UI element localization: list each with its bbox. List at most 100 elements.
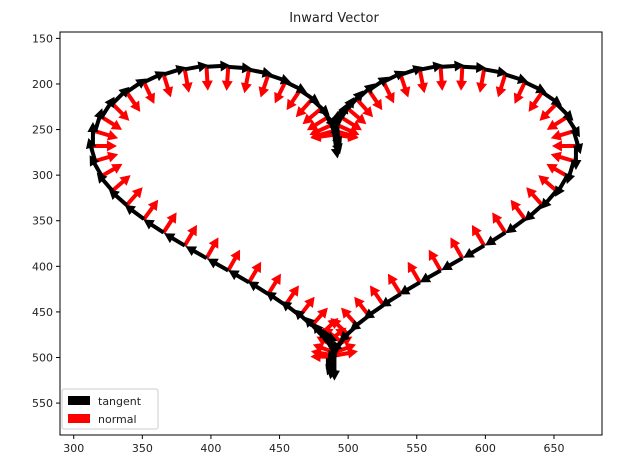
- tangent-arrow: [483, 66, 508, 78]
- legend: tangent normal: [61, 388, 159, 430]
- tangent-arrow: [184, 61, 209, 73]
- y-tick-label: 250: [32, 124, 53, 137]
- tangent-arrow: [485, 230, 507, 246]
- tangent-arrow: [124, 204, 146, 221]
- tangent-arrow: [328, 356, 340, 381]
- normal-arrow: [513, 81, 527, 104]
- normal-arrow: [354, 296, 371, 317]
- tangent-arrow: [571, 130, 584, 155]
- normal-arrow: [367, 89, 383, 111]
- normal-arrow: [495, 73, 508, 98]
- normal-arrow: [387, 273, 403, 296]
- normal-arrow: [100, 115, 123, 130]
- tangent-arrow: [382, 70, 406, 84]
- normal-arrow: [456, 66, 468, 91]
- axes: 300 350 400 450 500 550 600 650 150 200 250 300 350 4…: [32, 31, 603, 455]
- normal-arrow: [258, 74, 271, 98]
- y-tick-label: 300: [32, 169, 53, 182]
- tangent-arrow: [248, 67, 273, 78]
- x-tick-label: 300: [63, 442, 84, 455]
- normal-arrow: [226, 249, 241, 272]
- y-tick-label: 550: [32, 397, 53, 410]
- normal-arrow: [125, 187, 143, 207]
- tangent-arrow: [96, 172, 114, 193]
- normal-arrow: [94, 129, 119, 141]
- normal-arrow: [550, 129, 575, 141]
- y-tick-label: 350: [32, 215, 53, 228]
- normal-arrow: [310, 131, 335, 143]
- normal-arrow: [528, 90, 544, 112]
- x-tick-label: 500: [338, 442, 359, 455]
- tangent-arrow: [143, 71, 166, 85]
- normal-arrow: [417, 69, 428, 94]
- legend-swatch-normal: [68, 414, 90, 423]
- tangent-arrow: [228, 270, 251, 285]
- normal-arrow: [295, 98, 314, 118]
- normal-arrow: [310, 351, 335, 363]
- tangent-arrow: [207, 258, 230, 273]
- tangent-arrow: [541, 90, 562, 106]
- tangent-arrow: [363, 303, 385, 319]
- normal-arrow: [161, 73, 174, 98]
- tangent-arrow: [247, 281, 270, 296]
- y-tick-label: 200: [32, 78, 53, 91]
- tangent-arrow: [265, 291, 287, 307]
- normal-arrow: [346, 107, 367, 125]
- normal-arrow: [110, 102, 130, 121]
- normal-arrow: [181, 68, 193, 93]
- tangent-arrow: [267, 72, 292, 85]
- normal-arrow: [538, 175, 558, 193]
- tangent-arrow: [524, 203, 544, 222]
- normal-arrow: [94, 151, 119, 163]
- tangent-arrow: [228, 62, 253, 74]
- tangent-arrow: [206, 60, 231, 72]
- normal-arrow: [201, 66, 213, 91]
- normal-arrow: [111, 175, 131, 193]
- tangent-arrow: [463, 243, 486, 258]
- normal-arrow: [546, 115, 569, 130]
- normal-arrow: [398, 74, 411, 98]
- axes-frame: [59, 31, 603, 436]
- normal-arrow: [510, 199, 527, 221]
- plot-content: [85, 60, 584, 381]
- tangent-arrow: [462, 62, 487, 74]
- x-tick-label: 350: [132, 442, 153, 455]
- tangent-arrow: [399, 65, 424, 77]
- normal-arrow: [471, 224, 486, 247]
- chart-title: Inward Vector: [289, 11, 379, 26]
- normal-arrow: [551, 140, 576, 152]
- x-tick-label: 400: [200, 442, 221, 455]
- normal-arrow: [240, 69, 252, 94]
- normal-arrow: [333, 347, 358, 359]
- normal-arrow: [266, 273, 281, 296]
- legend-label-normal: normal: [98, 413, 137, 426]
- y-tick-label: 400: [32, 260, 53, 273]
- normal-arrow: [381, 80, 395, 104]
- normal-arrow: [407, 261, 422, 284]
- tangent-arrow: [100, 96, 115, 119]
- normal-arrow: [336, 123, 360, 136]
- normal-arrow: [221, 66, 233, 91]
- tangent-arrow: [540, 189, 558, 209]
- normal-arrow: [204, 237, 219, 260]
- normal-arrow: [310, 307, 328, 327]
- normal-arrow: [476, 68, 488, 93]
- x-tick-label: 550: [406, 442, 427, 455]
- normal-arrow: [550, 151, 575, 163]
- tangent-arrow: [504, 72, 529, 84]
- normal-arrow: [428, 249, 443, 272]
- tangent-arrow: [565, 115, 580, 138]
- normal-arrow: [306, 115, 329, 131]
- normal-arrow: [183, 224, 197, 247]
- tangent-arrow: [280, 301, 302, 318]
- tangent-arrow: [399, 280, 421, 295]
- normal-arrow: [274, 80, 288, 104]
- tangent-arrow: [380, 292, 402, 307]
- normal-arrow: [436, 66, 448, 91]
- normal-arrow: [161, 212, 177, 234]
- tangent-arrow: [164, 233, 186, 248]
- tangent-arrow: [125, 78, 147, 94]
- normal-arrow: [283, 285, 299, 307]
- tangent-arrow: [524, 80, 547, 94]
